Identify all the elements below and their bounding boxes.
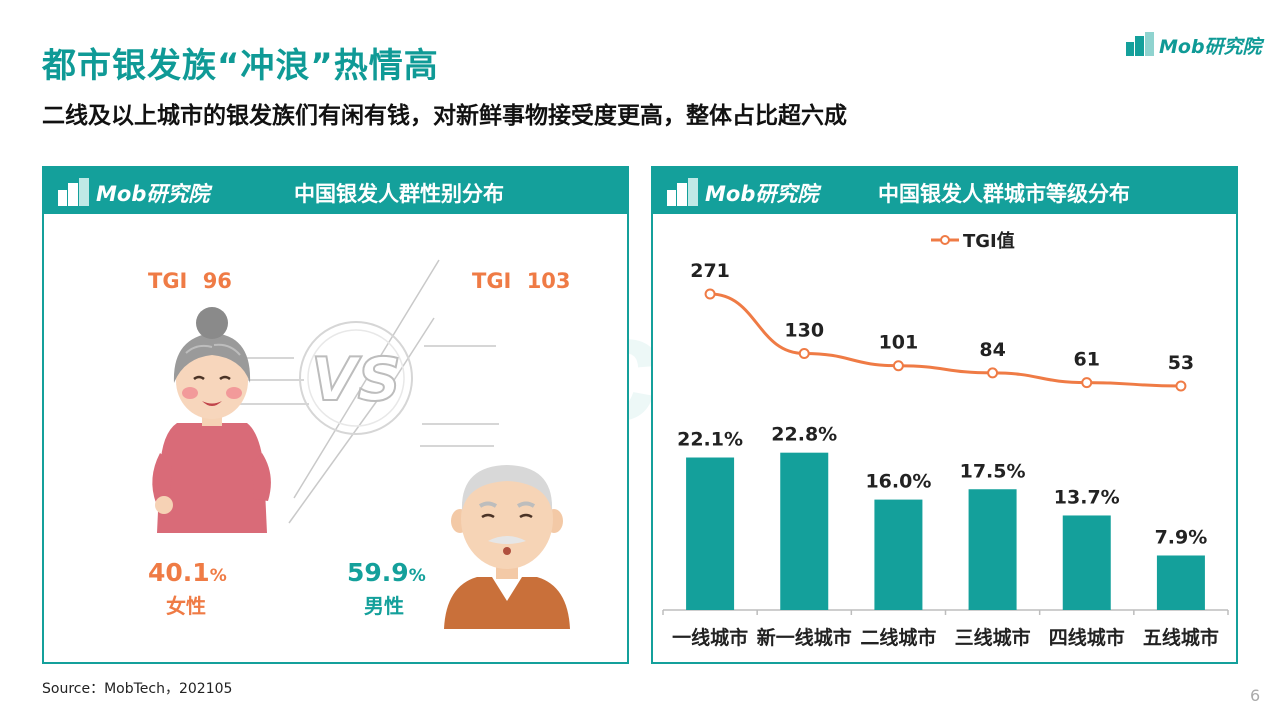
female-percent: 40.1% — [148, 558, 227, 587]
legend-marker-icon — [940, 235, 950, 245]
bar-value-label: 22.1% — [677, 429, 743, 451]
male-tgi-value: 103 — [526, 269, 571, 293]
building-logo-icon — [58, 178, 89, 206]
gender-panel: Mob研究院 中国银发人群性别分布 TGI 96 TGI 103 VS — [42, 166, 629, 664]
male-label: 男性 — [364, 594, 404, 618]
tgi-point — [704, 288, 716, 300]
building-logo-icon — [667, 178, 698, 206]
page-subtitle: 二线及以上城市的银发族们有闲有钱，对新鲜事物接受度更高，整体占比超六成 — [42, 103, 847, 129]
male-percent-unit: % — [408, 566, 426, 586]
bar — [874, 499, 923, 610]
female-tgi-value: 96 — [202, 269, 232, 293]
female-percent-unit: % — [209, 566, 227, 586]
bar — [686, 457, 735, 610]
grandmother-illustration — [152, 307, 271, 533]
vs-graphic: VS — [239, 259, 499, 524]
bar — [780, 452, 829, 610]
female-tgi: TGI 96 — [148, 269, 232, 293]
bar-value-label: 22.8% — [771, 424, 837, 446]
tgi-point — [1175, 380, 1187, 392]
tgi-value-label: 53 — [1168, 352, 1194, 374]
tgi-value-label: 84 — [979, 339, 1005, 361]
panel-logo-text: Mob研究院 — [96, 182, 210, 206]
panel-logo: Mob研究院 — [58, 176, 228, 208]
bar — [1156, 555, 1205, 610]
panel-logo-text: Mob研究院 — [705, 182, 819, 206]
tgi-point — [892, 360, 904, 372]
female-percent-value: 40.1 — [148, 558, 210, 587]
city-tier-panel-title: 中国银发人群城市等级分布 — [878, 182, 1130, 206]
city-tier-panel-header: Mob研究院 中国银发人群城市等级分布 — [653, 168, 1236, 214]
male-percent-value: 59.9 — [347, 558, 409, 587]
tgi-value-label: 271 — [690, 260, 730, 282]
building-logo-icon — [1126, 32, 1154, 56]
bar — [1062, 515, 1111, 610]
tgi-value-label: 61 — [1074, 349, 1100, 371]
male-percent: 59.9% — [347, 558, 426, 587]
male-tgi-label: TGI — [472, 269, 512, 293]
x-tick-label: 二线城市 — [860, 626, 936, 649]
female-label: 女性 — [166, 594, 206, 618]
tgi-point — [1081, 377, 1093, 389]
brand-name: Mob研究院 — [1159, 36, 1262, 58]
x-tick-label: 四线城市 — [1049, 626, 1125, 649]
source-note: Source：MobTech，202105 — [42, 681, 233, 697]
bar-value-label: 17.5% — [960, 460, 1026, 482]
male-tgi: TGI 103 — [472, 269, 571, 293]
panel-logo: Mob研究院 — [667, 176, 837, 208]
tgi-value-label: 101 — [879, 332, 919, 354]
tgi-point — [798, 348, 810, 360]
city-tier-chart: 22.1% 一线城市 22.8% 新一线城市 16.0% 二线城市 17.5% 三线城市 13.… — [662, 230, 1229, 649]
bar-value-label: 16.0% — [865, 471, 931, 493]
vs-text: VS — [311, 345, 401, 415]
gender-panel-title: 中国银发人群性别分布 — [294, 182, 504, 206]
x-tick-label: 新一线城市 — [757, 626, 852, 649]
brand-logo: Mob研究院 — [1126, 28, 1266, 60]
page-title: 都市银发族“冲浪”热情高 — [42, 46, 439, 86]
tgi-line — [710, 292, 1181, 388]
tgi-point — [987, 367, 999, 379]
tgi-value-label: 130 — [784, 320, 824, 342]
page-number: 6 — [1250, 686, 1261, 705]
bar — [968, 489, 1017, 610]
x-tick-label: 一线城市 — [672, 626, 748, 649]
x-tick-label: 三线城市 — [955, 626, 1031, 649]
bar-value-label: 13.7% — [1054, 486, 1120, 508]
city-tier-panel: Mob研究院 中国银发人群城市等级分布 22.1% 一线城市 22.8% 新一线城市 1… — [651, 166, 1238, 664]
legend-label: TGI值 — [963, 230, 1015, 252]
x-tick-label: 五线城市 — [1143, 626, 1219, 649]
female-tgi-label: TGI — [148, 269, 188, 293]
gender-panel-header: Mob研究院 中国银发人群性别分布 — [44, 168, 627, 214]
bar-value-label: 7.9% — [1155, 526, 1208, 548]
grandfather-illustration — [444, 465, 570, 629]
